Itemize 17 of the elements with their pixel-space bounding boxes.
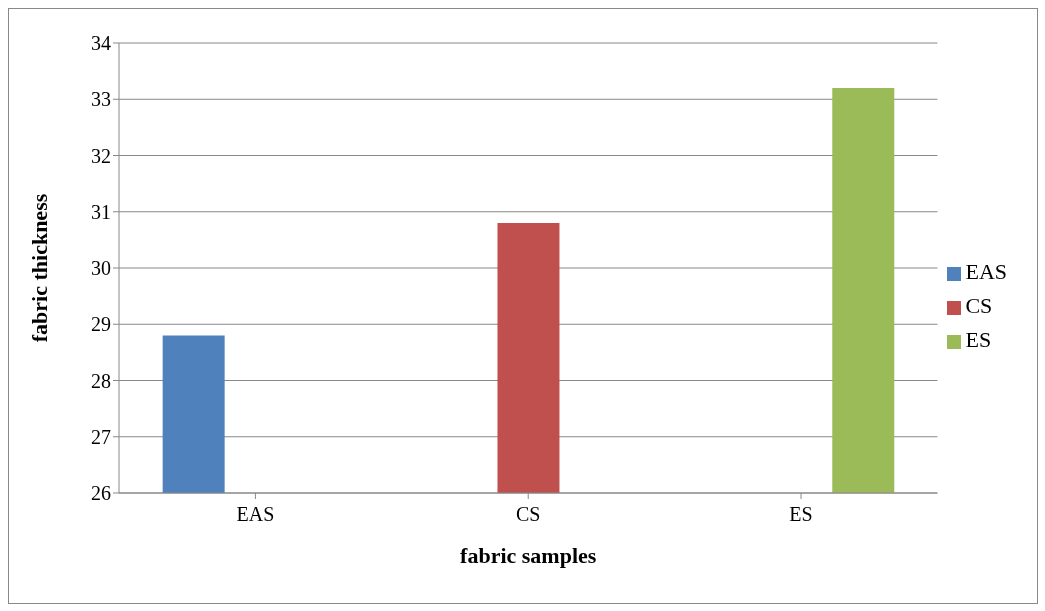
x-axis-title: fabric samples — [460, 543, 597, 568]
y-tick-label: 34 — [91, 32, 111, 55]
y-axis-title: fabric thickness — [26, 193, 52, 343]
x-tick-label: ES — [789, 503, 813, 526]
y-tick-label: 32 — [91, 144, 111, 167]
legend-label: ES — [965, 327, 992, 352]
y-tick-label: 27 — [91, 425, 111, 448]
legend-label: CS — [965, 293, 993, 318]
y-tick-label: 33 — [91, 88, 111, 111]
y-tick-label: 31 — [91, 200, 111, 223]
y-tick-label: 30 — [91, 257, 111, 280]
x-tick-label: CS — [515, 503, 541, 526]
y-tick-label: 28 — [91, 369, 111, 392]
legend-label: EAS — [965, 259, 1007, 284]
y-tick-label: 29 — [91, 313, 111, 336]
x-tick-label: EAS — [236, 503, 275, 526]
y-tick-label: 26 — [91, 482, 111, 505]
